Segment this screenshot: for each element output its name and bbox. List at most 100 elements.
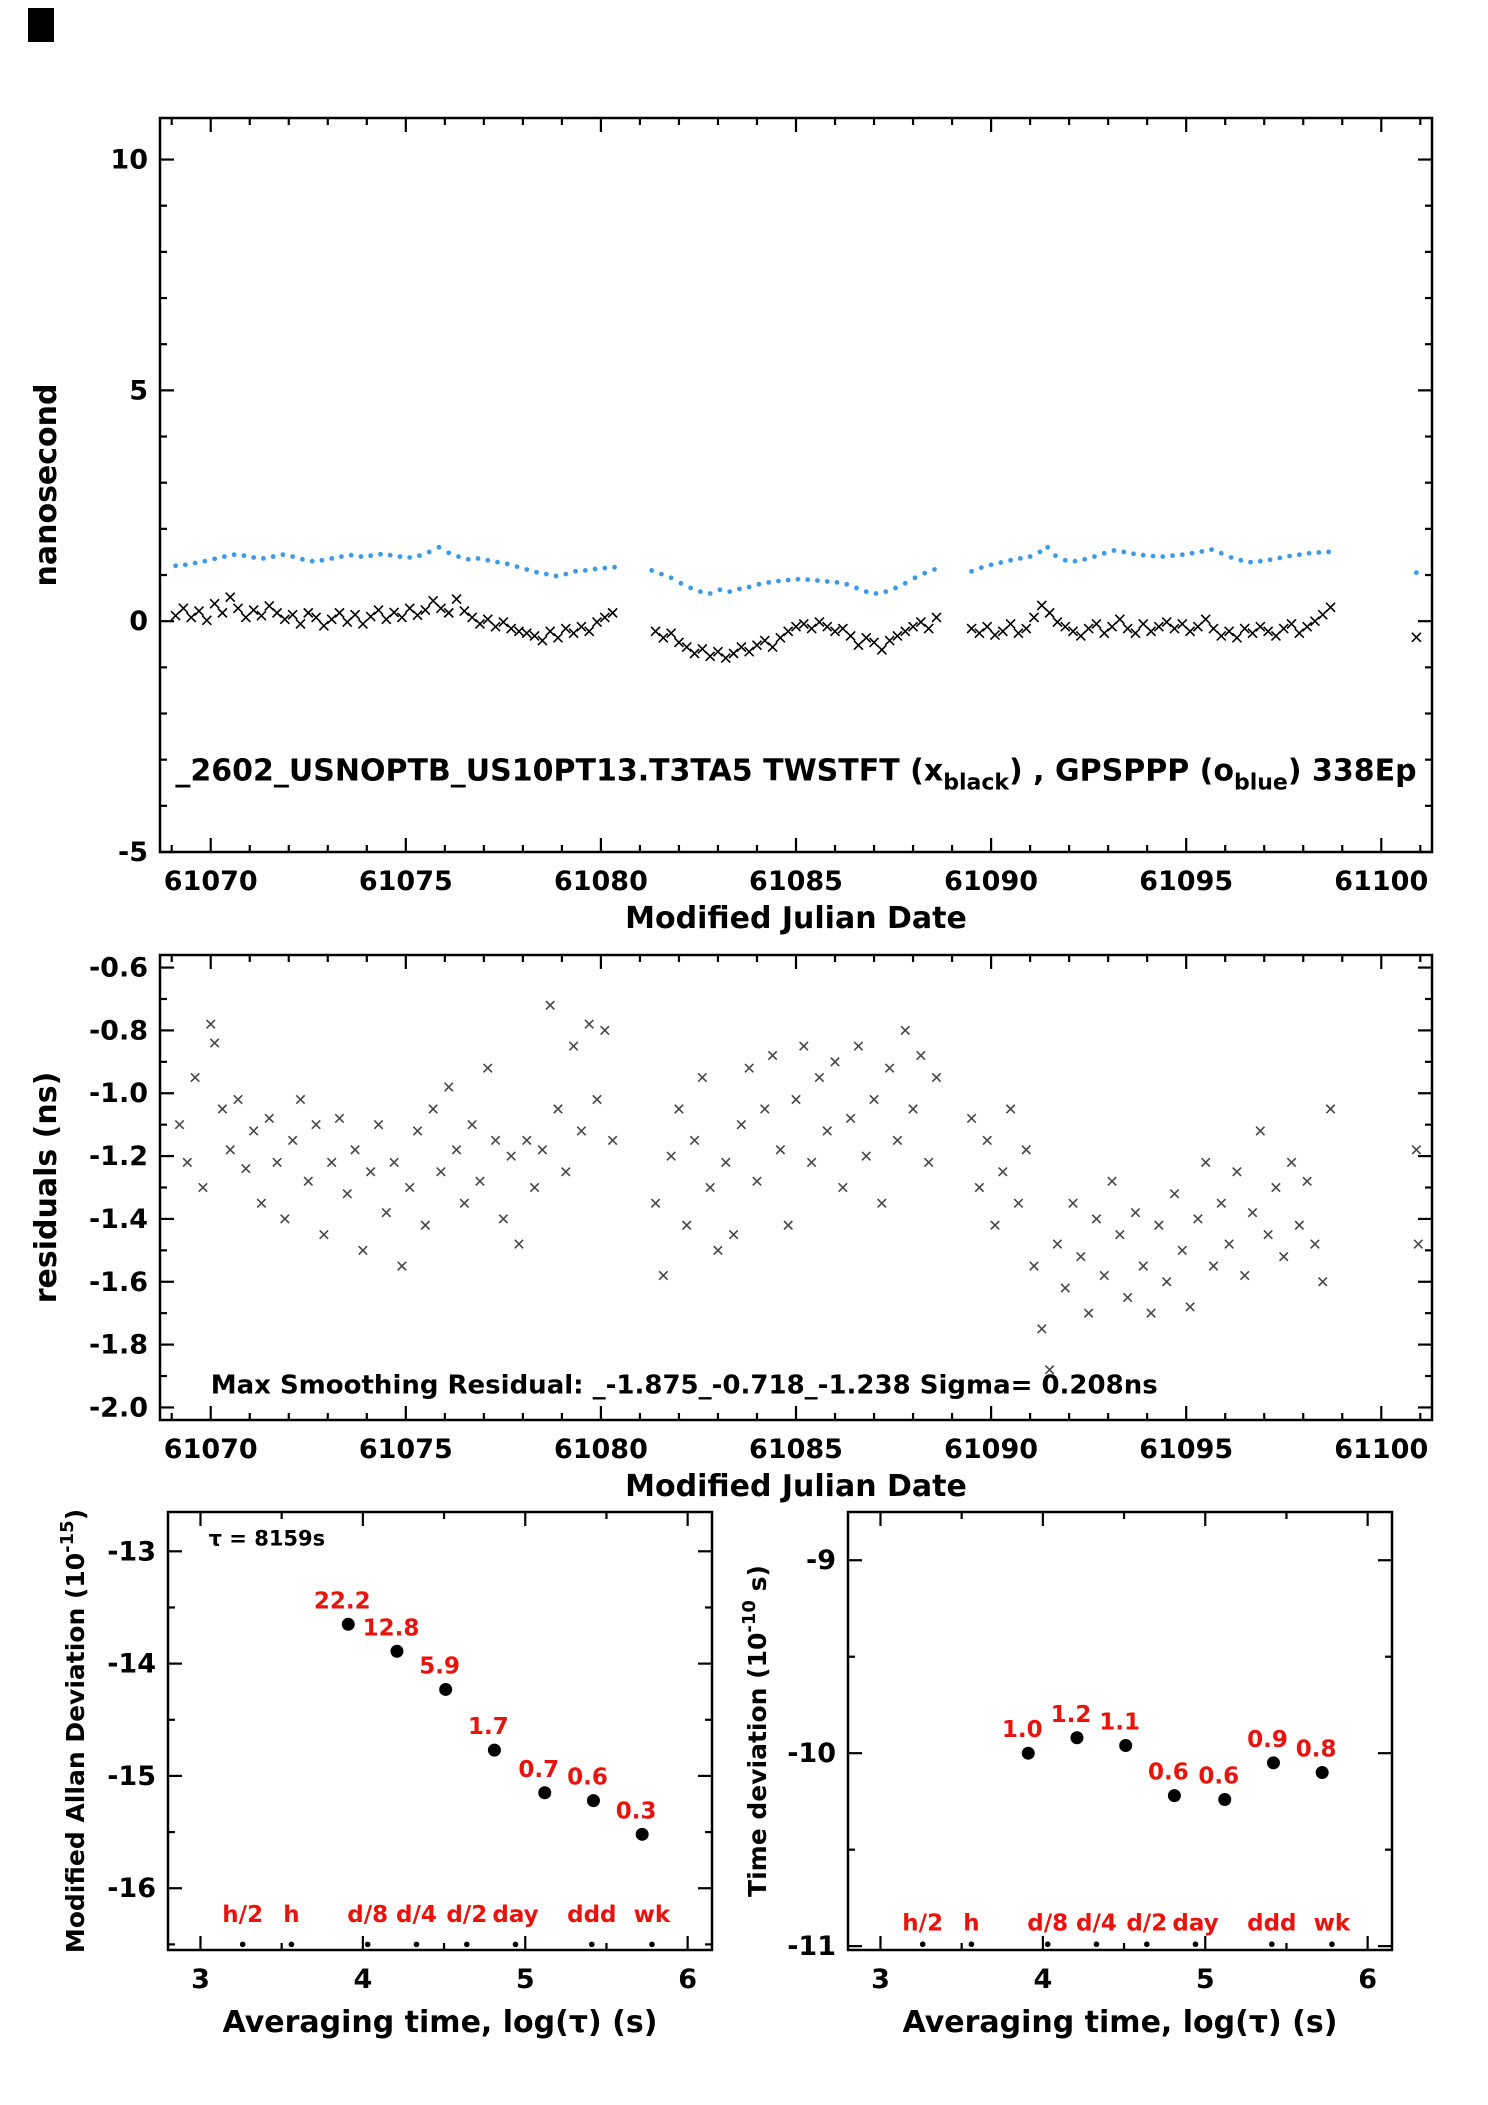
data-point xyxy=(1053,553,1058,559)
text-part: 4 xyxy=(1033,1964,1052,1995)
data-point xyxy=(240,612,251,623)
data-point xyxy=(1106,621,1118,632)
category-dot xyxy=(919,1941,926,1948)
data-point xyxy=(998,560,1004,565)
y-tick-label: 5 xyxy=(129,375,148,406)
data-point xyxy=(521,628,532,639)
category-label: d/8 xyxy=(347,1902,388,1928)
data-point xyxy=(387,552,393,558)
data-point xyxy=(428,595,439,606)
text-part: 0.3 xyxy=(616,1798,657,1824)
data-point xyxy=(1161,617,1172,628)
text-part: 5 xyxy=(1196,1964,1215,1995)
data-point xyxy=(1263,626,1274,637)
text-part: 1.0 xyxy=(1002,1717,1043,1743)
x-axis-title: Modified Julian Date xyxy=(625,901,967,936)
panel-frame xyxy=(158,116,1434,854)
data-point xyxy=(232,603,244,614)
point-value-label: 5.9 xyxy=(419,1653,460,1679)
data-point xyxy=(1216,1198,1227,1208)
data-point xyxy=(350,1145,360,1155)
point-value-label: 0.3 xyxy=(616,1798,657,1824)
data-point xyxy=(1083,1308,1094,1318)
data-point xyxy=(1247,628,1258,639)
category-label: day xyxy=(1172,1911,1218,1937)
data-point xyxy=(1267,557,1273,563)
data-point xyxy=(737,586,742,592)
data-point xyxy=(1092,554,1097,559)
data-point xyxy=(1028,612,1040,623)
text-part: 61100 xyxy=(1334,866,1428,897)
data-point xyxy=(728,648,739,659)
x-tick-label: 61075 xyxy=(359,866,453,897)
data-point xyxy=(1146,626,1157,637)
data-point xyxy=(1027,554,1033,559)
data-point xyxy=(607,1135,618,1146)
data-point xyxy=(759,635,770,646)
series-TWSTFT-black-x xyxy=(170,592,1422,664)
data-point xyxy=(1138,1261,1149,1271)
data-point xyxy=(650,626,661,637)
point-value-label: 1.2 xyxy=(1051,1702,1092,1728)
data-point xyxy=(248,1126,259,1136)
data-point xyxy=(767,641,778,653)
data-point xyxy=(490,621,501,632)
data-point xyxy=(1238,557,1244,563)
text-part: 3 xyxy=(871,1964,890,1995)
data-point xyxy=(390,1644,404,1658)
text-part: 61085 xyxy=(749,866,843,897)
text-part: 1.7 xyxy=(468,1714,509,1740)
axis-ticks xyxy=(160,118,1432,854)
x-tick-label: 61080 xyxy=(554,866,648,897)
text-part: Averaging time, log(τ) (s) xyxy=(223,2005,658,2040)
data-point xyxy=(1302,1176,1312,1186)
data-point xyxy=(988,562,994,568)
data-point xyxy=(271,607,283,618)
data-point xyxy=(1239,623,1250,634)
y-tick-label: 0 xyxy=(129,606,148,637)
data-point xyxy=(190,1072,200,1083)
data-point xyxy=(524,567,530,572)
category-dot xyxy=(1269,1941,1275,1948)
series-GPSPPP-blue-dots xyxy=(173,544,1419,596)
data-point xyxy=(1091,618,1102,630)
data-point xyxy=(727,589,733,595)
data-point xyxy=(861,632,872,643)
data-point xyxy=(1075,630,1086,642)
data-point xyxy=(342,1189,353,1199)
data-point xyxy=(873,591,879,596)
data-point xyxy=(178,603,189,614)
data-point xyxy=(436,544,442,550)
y-tick-label: -13 xyxy=(107,1536,156,1567)
data-point xyxy=(834,580,840,585)
data-point xyxy=(883,589,889,595)
data-point xyxy=(1209,547,1214,553)
data-point xyxy=(264,1113,275,1124)
data-point xyxy=(798,618,809,630)
data-point xyxy=(923,623,934,634)
data-point xyxy=(1021,623,1032,634)
data-point xyxy=(1294,1220,1305,1230)
data-point xyxy=(1060,621,1071,632)
data-point xyxy=(805,577,811,583)
category-label: h/2 xyxy=(222,1902,263,1928)
data-point xyxy=(498,1214,509,1224)
x-tick-label: 4 xyxy=(353,1964,372,1995)
axis-ticks xyxy=(160,955,1432,1420)
data-point xyxy=(814,1072,825,1083)
x-tick-label: 61095 xyxy=(1139,1434,1233,1465)
data-point xyxy=(1099,1270,1110,1281)
data-point xyxy=(514,1239,524,1249)
data-point xyxy=(1005,618,1016,630)
data-point xyxy=(1167,1789,1181,1803)
data-point xyxy=(658,632,669,643)
category-dot xyxy=(589,1941,595,1948)
data-point xyxy=(1228,555,1234,560)
y-tick-label: -1.0 xyxy=(89,1078,148,1109)
data-point xyxy=(681,1220,692,1230)
text-part: 61075 xyxy=(359,1434,453,1465)
data-point xyxy=(1130,628,1141,639)
data-point xyxy=(666,1151,676,1161)
data-point xyxy=(373,605,384,616)
data-point xyxy=(893,585,898,591)
